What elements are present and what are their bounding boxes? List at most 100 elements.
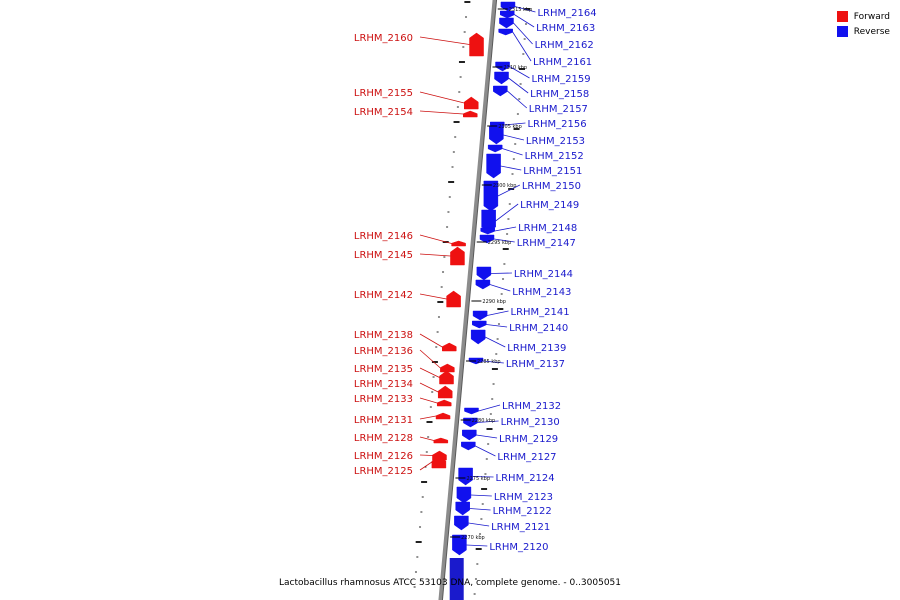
reverse-gene-lrhm-2121[interactable] <box>454 515 469 531</box>
reverse-gene-label[interactable]: LRHM_2140 <box>509 323 568 334</box>
reverse-gene-label[interactable]: LRHM_2151 <box>523 166 582 177</box>
reverse-gene-lrhm-2150[interactable] <box>483 180 499 212</box>
reverse-leader-line <box>514 14 535 28</box>
reverse-gene-label[interactable]: LRHM_2129 <box>499 434 558 445</box>
kbp-label: 2290 kbp <box>482 299 506 305</box>
forward-gene-label[interactable]: LRHM_2135 <box>354 364 413 375</box>
forward-gene-lrhm-2133[interactable] <box>436 399 452 407</box>
reverse-leader-line <box>489 284 511 292</box>
reverse-gene-lrhm-2140[interactable] <box>472 320 487 329</box>
reverse-gene-lrhm-2153[interactable] <box>489 125 504 145</box>
reverse-gene-label[interactable]: LRHM_2123 <box>494 492 553 503</box>
reverse-gene-label[interactable]: LRHM_2149 <box>520 200 579 211</box>
forward-leader-line <box>419 333 443 348</box>
reverse-gene-label[interactable]: LRHM_2127 <box>497 452 556 463</box>
forward-gene-label[interactable]: LRHM_2126 <box>354 451 413 462</box>
forward-gene-lrhm-2146[interactable] <box>451 240 466 247</box>
forward-gene-lrhm-2131[interactable] <box>435 412 451 420</box>
reverse-leader-line <box>508 77 529 94</box>
forward-gene-label[interactable]: LRHM_2128 <box>354 433 413 444</box>
reverse-gene-label[interactable]: LRHM_2162 <box>535 40 594 51</box>
forward-leader-line <box>419 293 447 300</box>
forward-gene-lrhm-2138[interactable] <box>442 342 457 352</box>
legend: Forward Reverse <box>836 9 890 39</box>
forward-gene-lrhm-2160[interactable] <box>469 32 484 57</box>
reverse-gene-label[interactable]: LRHM_2121 <box>491 522 550 533</box>
reverse-gene-label[interactable]: LRHM_2122 <box>493 506 552 517</box>
reverse-gene-lrhm-2141[interactable] <box>472 310 488 321</box>
reverse-gene-lrhm-2159[interactable] <box>495 61 510 72</box>
reverse-gene-label[interactable]: LRHM_2152 <box>525 151 584 162</box>
reverse-gene-label[interactable]: LRHM_2132 <box>502 401 561 412</box>
reverse-gene-lrhm-2132[interactable] <box>464 407 479 415</box>
reverse-gene-lrhm-2147[interactable] <box>479 234 495 244</box>
reverse-gene-label[interactable]: LRHM_2163 <box>536 23 595 34</box>
forward-gene-lrhm-2145[interactable] <box>450 246 465 266</box>
reverse-gene-label[interactable]: LRHM_2137 <box>506 359 565 370</box>
reverse-gene-lrhm-2163[interactable] <box>499 10 515 19</box>
forward-gene-label[interactable]: LRHM_2134 <box>354 379 413 390</box>
forward-gene-lrhm-2142[interactable] <box>446 290 461 308</box>
reverse-leader-line <box>493 238 515 243</box>
reverse-gene-label[interactable]: LRHM_2141 <box>511 307 570 318</box>
reverse-gene-label[interactable]: LRHM_2143 <box>512 287 571 298</box>
reverse-gene-lrhm-2158[interactable] <box>494 71 509 85</box>
reverse-gene-label[interactable]: LRHM_2164 <box>537 8 596 19</box>
reverse-gene-lrhm-2144[interactable] <box>476 266 492 281</box>
forward-leader-line <box>419 415 437 420</box>
reverse-gene-label[interactable]: LRHM_2159 <box>532 74 591 85</box>
reverse-gene-lrhm-2120[interactable] <box>452 534 467 556</box>
reverse-gene-lrhm-2151[interactable] <box>486 153 501 179</box>
reverse-gene-lrhm-2161[interactable] <box>498 28 513 36</box>
reverse-gene-lrhm-2122[interactable] <box>455 501 470 516</box>
reverse-leader-line <box>484 336 506 348</box>
reverse-gene-label[interactable]: LRHM_2130 <box>501 417 560 428</box>
reverse-leader-line <box>487 310 509 316</box>
forward-gene-label[interactable]: LRHM_2154 <box>354 107 413 118</box>
reverse-gene-label[interactable]: LRHM_2120 <box>489 542 548 553</box>
forward-gene-label[interactable]: LRHM_2133 <box>354 394 413 405</box>
reverse-gene-label[interactable]: LRHM_2139 <box>507 343 566 354</box>
forward-gene-lrhm-2154[interactable] <box>463 110 478 118</box>
reverse-gene-lrhm-2123[interactable] <box>456 486 472 504</box>
kbp-label: 2310 kbp <box>504 65 528 71</box>
reverse-gene-label[interactable]: LRHM_2148 <box>518 223 577 234</box>
reverse-gene-label[interactable]: LRHM_2150 <box>522 181 581 192</box>
forward-gene-lrhm-2128[interactable] <box>433 437 449 444</box>
reverse-gene-lrhm-2148[interactable] <box>480 227 495 235</box>
reverse-gene-label[interactable]: LRHM_2153 <box>526 136 585 147</box>
forward-gene-lrhm-2135[interactable] <box>439 370 454 385</box>
forward-gene-lrhm-2155[interactable] <box>464 96 479 110</box>
reverse-gene-label[interactable]: LRHM_2147 <box>517 238 576 249</box>
forward-gene-label[interactable]: LRHM_2155 <box>354 88 413 99</box>
forward-gene-label[interactable]: LRHM_2142 <box>354 290 413 301</box>
forward-gene-label[interactable]: LRHM_2138 <box>354 330 413 341</box>
reverse-gene-lrhm-2162[interactable] <box>499 17 514 29</box>
legend-reverse-label: Reverse <box>853 26 890 37</box>
reverse-gene-label[interactable]: LRHM_2158 <box>530 89 589 100</box>
reverse-gene-label[interactable]: LRHM_2156 <box>527 119 586 130</box>
kbp-label: 2270 kbp <box>461 535 485 541</box>
forward-gene-label[interactable]: LRHM_2136 <box>354 346 413 357</box>
kbp-label: 2285 kbp <box>477 359 501 365</box>
reverse-gene-lrhm-2127[interactable] <box>461 441 476 451</box>
reverse-gene-lrhm-2157[interactable] <box>493 85 508 97</box>
dna-backbone-shadow <box>441 0 498 600</box>
reverse-gene-lrhm-2139[interactable] <box>470 329 486 345</box>
forward-gene-lrhm-2134[interactable] <box>437 385 453 399</box>
reverse-leader-line <box>486 324 508 328</box>
forward-leader-line <box>419 454 433 456</box>
reverse-gene-lrhm-2152[interactable] <box>487 144 503 153</box>
forward-gene-label[interactable]: LRHM_2145 <box>354 250 413 261</box>
forward-gene-label[interactable]: LRHM_2160 <box>354 33 413 44</box>
forward-gene-label[interactable]: LRHM_2146 <box>354 231 413 242</box>
reverse-gene-lrhm-2129[interactable] <box>462 429 477 441</box>
reverse-gene-label[interactable]: LRHM_2124 <box>496 473 555 484</box>
reverse-gene-lrhm-2143[interactable] <box>475 279 491 290</box>
reverse-gene-label[interactable]: LRHM_2157 <box>529 104 588 115</box>
reverse-gene-label[interactable]: LRHM_2144 <box>514 269 573 280</box>
reverse-gene-label[interactable]: LRHM_2161 <box>533 57 592 68</box>
forward-gene-label[interactable]: LRHM_2131 <box>354 415 413 426</box>
forward-gene-label[interactable]: LRHM_2125 <box>354 466 413 477</box>
forward-gene-lrhm-2136[interactable] <box>440 363 455 373</box>
